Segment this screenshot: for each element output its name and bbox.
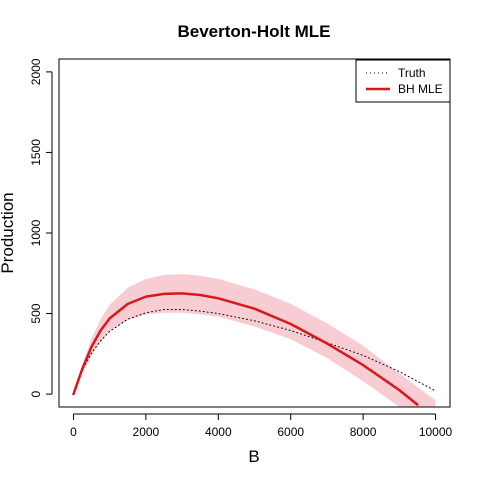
y-tick-label: 500 — [29, 303, 43, 323]
x-tick-label: 6000 — [277, 425, 304, 439]
x-tick-label: 10000 — [419, 425, 453, 439]
y-axis-label: Production — [0, 192, 17, 273]
x-tick-label: 4000 — [205, 425, 232, 439]
y-axis: 0 500 1000 1500 2000 — [29, 58, 53, 397]
x-tick-label: 8000 — [350, 425, 377, 439]
confidence-band — [73, 274, 436, 407]
series-layer — [72, 292, 436, 406]
y-tick-label: 1000 — [29, 219, 43, 246]
legend-truth-label: Truth — [398, 66, 426, 80]
x-axis: 0 2000 4000 6000 8000 10000 — [70, 413, 453, 439]
x-axis-label: B — [248, 447, 259, 466]
plot-frame — [58, 58, 451, 408]
y-tick-label: 1500 — [29, 139, 43, 166]
y-tick-label: 2000 — [29, 58, 43, 85]
legend: Truth BH MLE — [355, 59, 451, 103]
y-tick-label: 0 — [29, 390, 43, 397]
bh-mle-line — [72, 292, 419, 406]
truth-line — [73, 309, 436, 395]
legend-box — [355, 59, 451, 103]
legend-mle-label: BH MLE — [398, 82, 443, 96]
x-tick-label: 0 — [70, 425, 77, 439]
chart-title: Beverton-Holt MLE — [178, 22, 331, 41]
x-tick-label: 2000 — [133, 425, 160, 439]
